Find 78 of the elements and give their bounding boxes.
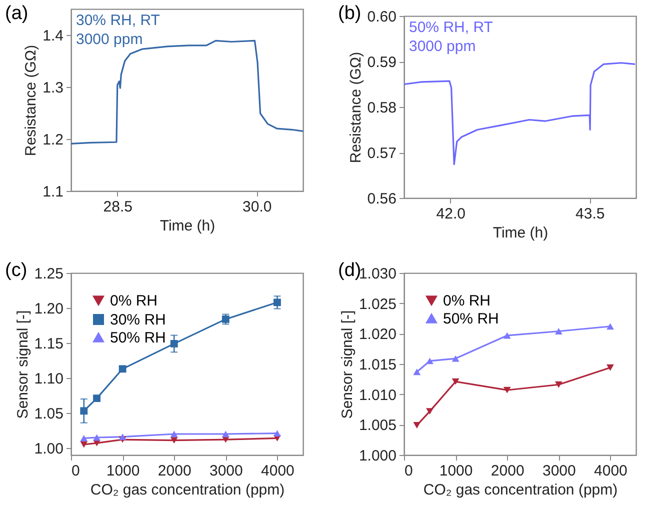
point — [80, 441, 88, 448]
point — [554, 381, 562, 388]
x-tick-label: 28.5 — [103, 198, 132, 216]
x-tick-label: 4000 — [261, 462, 294, 480]
y-tick-label: 1.25 — [34, 266, 64, 282]
y-axis-title: Sensor signal [-] — [338, 310, 356, 419]
x-axis-title: Time (h) — [492, 224, 548, 242]
point — [80, 434, 88, 442]
y-axis-title: Resistance (GΩ) — [22, 44, 40, 156]
legend-label: 0% RH — [110, 292, 158, 310]
y-tick-label: 1.015 — [358, 356, 396, 374]
y-tick-label: 1.030 — [358, 266, 396, 282]
x-tick-label: 4000 — [594, 462, 628, 480]
y-tick-label: 1.3 — [42, 80, 64, 96]
y-tick-label: 0.56 — [367, 190, 396, 208]
x-axis-title: Time (h) — [160, 218, 216, 234]
point — [606, 323, 614, 330]
y-tick-label: 0.58 — [367, 100, 396, 116]
x-tick-label: 3000 — [542, 462, 576, 480]
y-tick-label: 1.05 — [34, 406, 64, 422]
y-tick-label: 1.4 — [42, 28, 64, 44]
x-tick-label: 2000 — [490, 462, 524, 480]
point — [413, 422, 421, 428]
point — [426, 358, 434, 364]
point — [413, 368, 421, 376]
chart-title: (b) — [338, 3, 362, 24]
y-tick-label: 1.1 — [42, 184, 64, 200]
point — [426, 408, 434, 415]
point — [118, 434, 126, 440]
annotation: 3000 ppm — [409, 38, 476, 55]
y-tick-label: 1.10 — [34, 370, 64, 388]
y-tick-label: 1.005 — [358, 417, 396, 434]
point — [274, 430, 281, 437]
y-tick-label: 0.57 — [367, 145, 396, 162]
x-tick-label: 2000 — [158, 462, 192, 480]
point — [170, 430, 178, 438]
point — [554, 328, 562, 334]
y-tick-label: 1.00 — [34, 440, 64, 458]
legend-label: 50% RH — [443, 310, 499, 328]
point — [503, 332, 511, 339]
x-axis-title: CO₂ gas concentration (ppm) — [423, 482, 618, 498]
y-axis-title: Resistance (GΩ) — [347, 52, 364, 164]
chart-title: (a) — [5, 3, 28, 24]
x-tick-label: 43.5 — [576, 206, 605, 222]
chart-title: (c) — [5, 260, 28, 281]
line-series — [404, 62, 636, 166]
point — [170, 437, 178, 444]
y-tick-label: 1.000 — [358, 448, 396, 464]
y-tick-label: 0.59 — [367, 54, 396, 71]
annotation: 30% RH, RT — [76, 12, 160, 29]
x-tick-label: 30.0 — [242, 198, 272, 216]
y-tick-label: 1.010 — [358, 386, 396, 404]
y-tick-label: 0.60 — [367, 8, 396, 26]
annotation: 3000 ppm — [76, 31, 143, 48]
y-tick-label: 1.020 — [358, 326, 396, 344]
x-tick-label: 42.0 — [436, 206, 466, 222]
annotation: 50% RH, RT — [409, 19, 493, 36]
point — [503, 386, 511, 394]
point — [606, 364, 614, 371]
y-tick-label: 1.15 — [34, 336, 64, 352]
point — [452, 378, 460, 385]
x-tick-label: 1000 — [439, 462, 473, 480]
x-tick-label: 3000 — [209, 462, 243, 480]
point — [222, 430, 230, 438]
legend-label: 0% RH — [443, 292, 491, 310]
y-tick-label: 1.2 — [42, 132, 64, 148]
x-tick-label: 0 — [72, 462, 80, 480]
legend-label: 30% RH — [110, 312, 166, 328]
legend-label: 50% RH — [110, 330, 166, 346]
point — [93, 434, 100, 441]
y-tick-label: 1.025 — [358, 296, 396, 313]
y-tick-label: 1.20 — [34, 300, 64, 318]
chart-title: (d) — [338, 260, 362, 281]
y-axis-title: Sensor signal [-] — [14, 310, 32, 419]
x-tick-label: 0 — [404, 462, 413, 480]
x-tick-label: 1000 — [106, 462, 140, 480]
point — [452, 355, 460, 362]
x-axis-title: CO₂ gas concentration (ppm) — [90, 482, 285, 498]
